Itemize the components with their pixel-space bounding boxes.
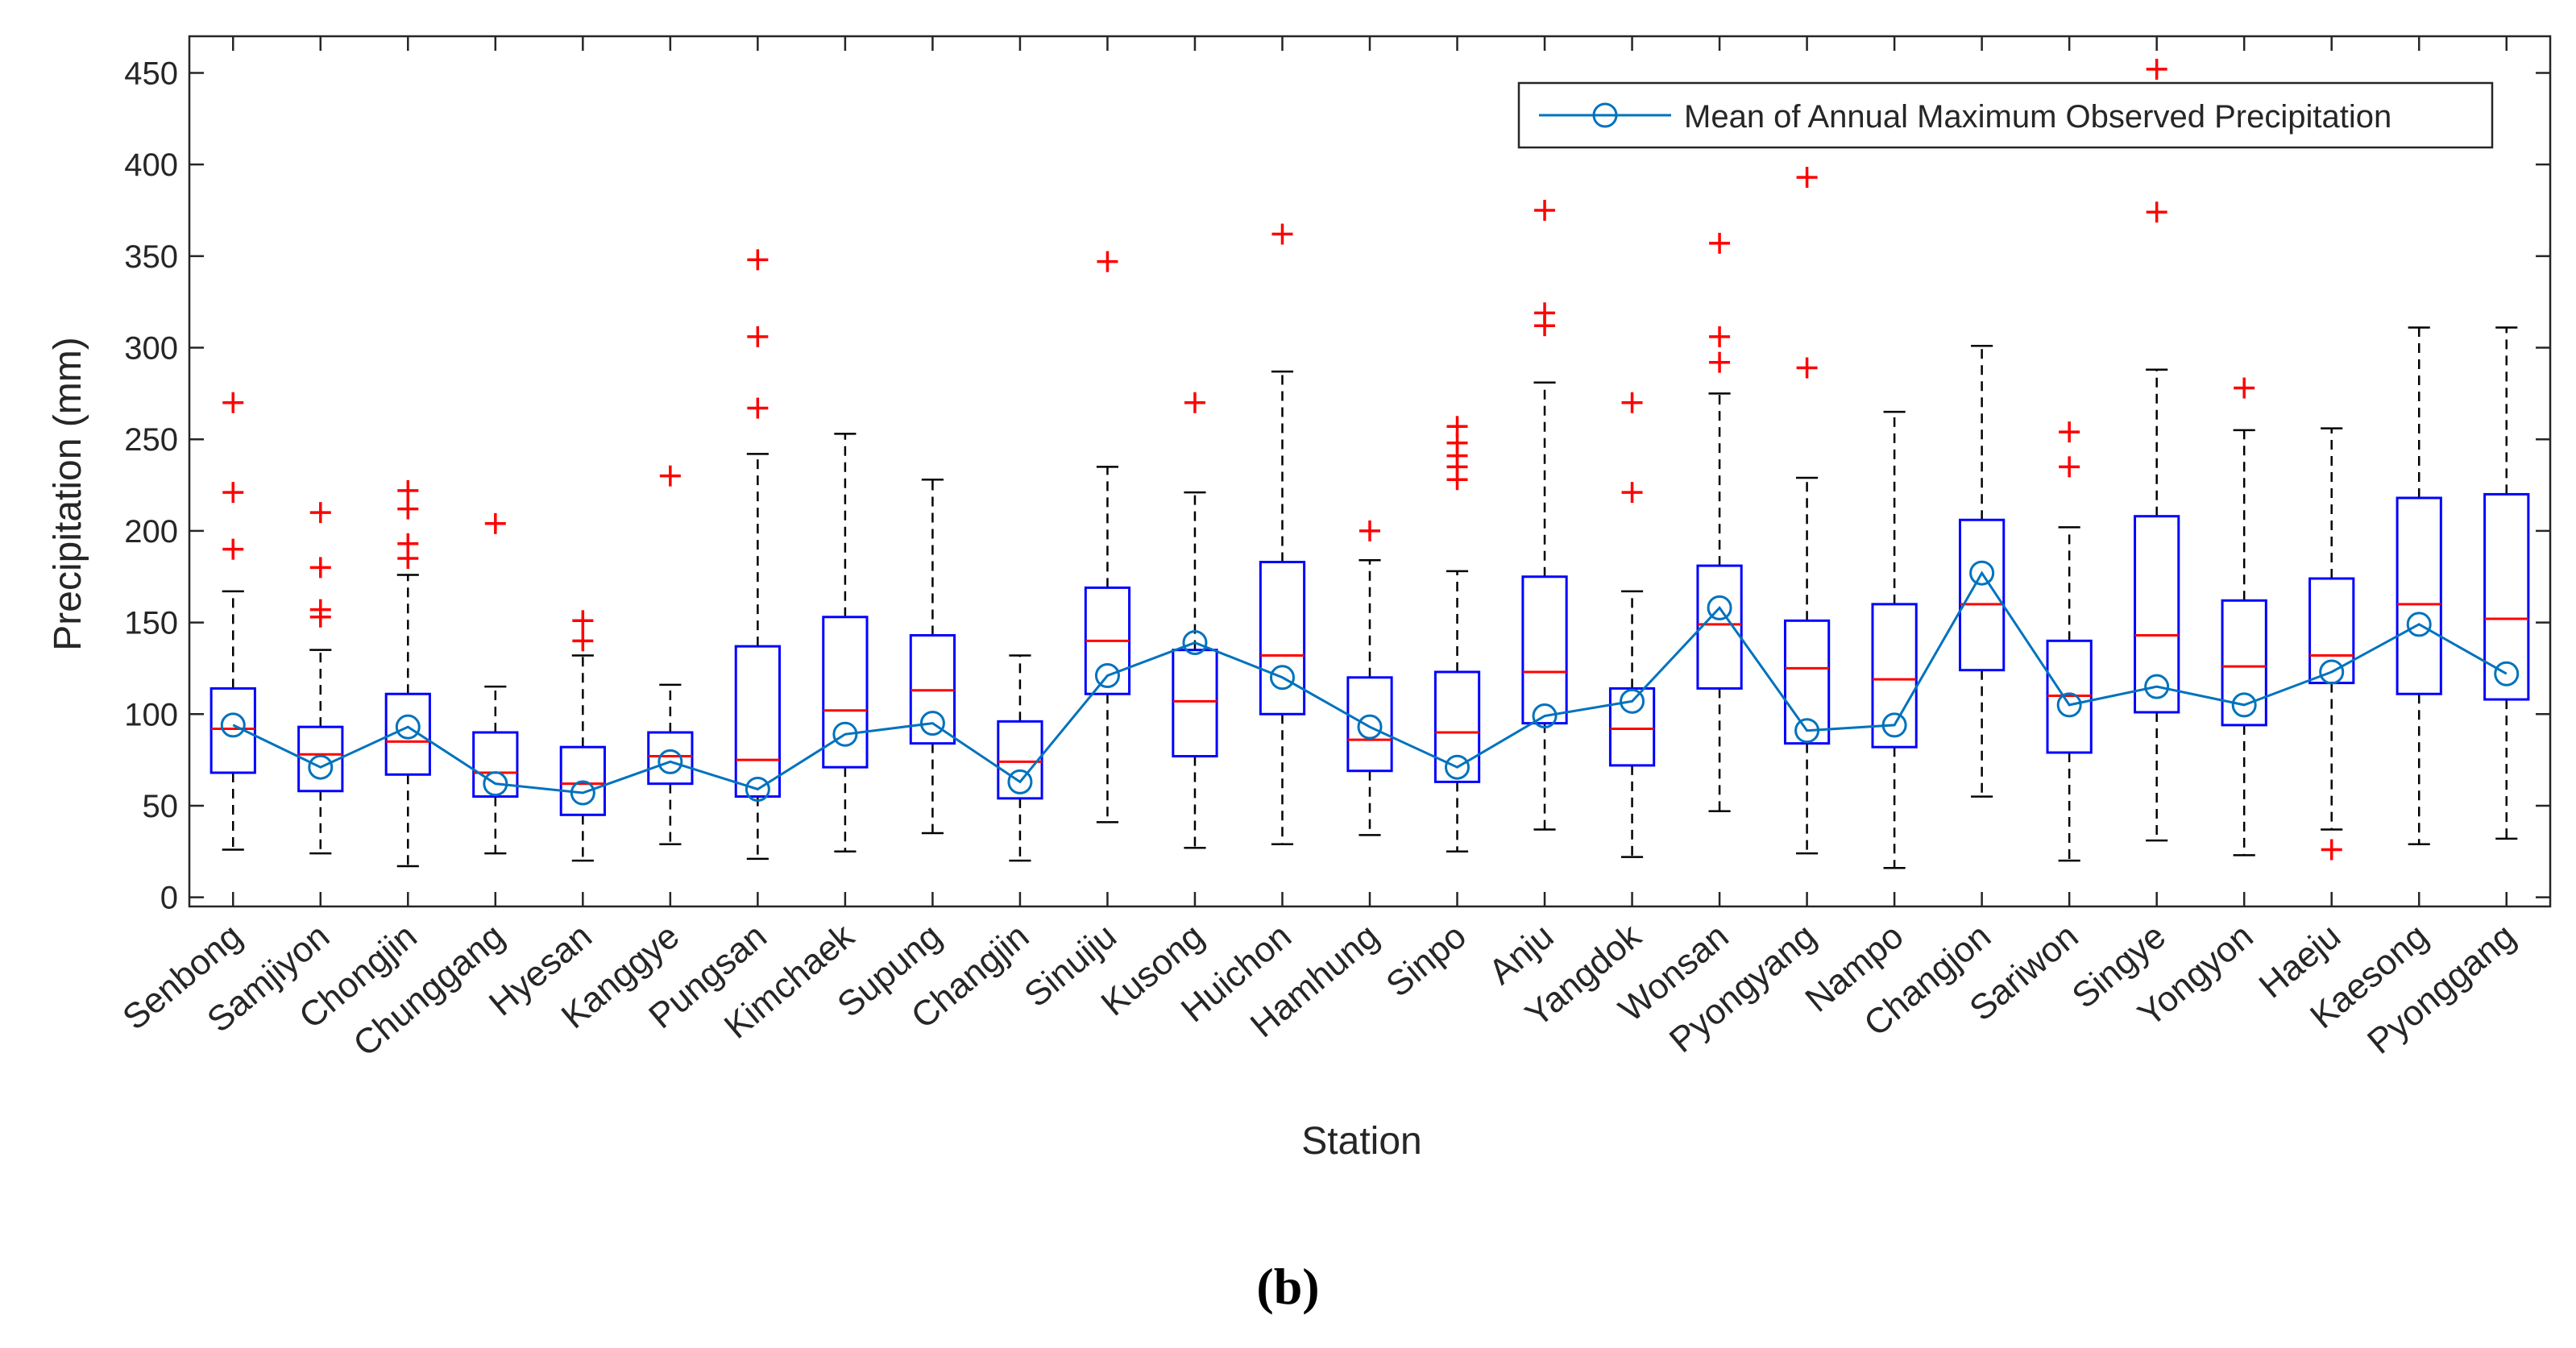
mean-marker xyxy=(2319,659,2345,685)
box-iqr xyxy=(2396,496,2442,695)
mean-marker xyxy=(919,711,945,736)
box-iqr xyxy=(1346,676,1393,773)
x-tick-label: Sinpo xyxy=(1379,916,1474,1005)
mean-marker xyxy=(1182,630,1208,656)
box-iqr xyxy=(384,692,431,776)
mean-marker xyxy=(2056,692,2082,718)
mean-marker xyxy=(745,776,770,802)
mean-marker xyxy=(1269,665,1295,691)
box-iqr xyxy=(2134,515,2180,714)
box-iqr xyxy=(734,645,781,798)
y-tick-label: 450 xyxy=(124,56,178,91)
box-iqr xyxy=(1696,564,1743,690)
box-iqr xyxy=(1259,561,1306,715)
mean-marker xyxy=(220,712,246,738)
mean-marker xyxy=(1007,769,1033,794)
y-tick-label: 200 xyxy=(124,514,178,550)
mean-marker xyxy=(1094,663,1120,689)
y-tick-label: 250 xyxy=(124,422,178,458)
box-iqr xyxy=(1172,649,1218,758)
mean-marker xyxy=(2406,612,2432,637)
mean-marker xyxy=(1532,703,1558,729)
box-iqr xyxy=(297,725,344,793)
mean-marker xyxy=(395,714,421,740)
mean-marker xyxy=(2231,692,2257,718)
x-axis-label: Station xyxy=(1301,1120,1421,1163)
box-iqr xyxy=(1608,686,1656,767)
box-iqr xyxy=(472,731,519,798)
mean-marker xyxy=(657,749,683,774)
box-iqr xyxy=(822,616,869,769)
mean-marker xyxy=(1445,754,1471,780)
y-tick-label: 400 xyxy=(124,147,178,183)
y-tick-label: 50 xyxy=(143,789,179,824)
y-tick-label: 350 xyxy=(124,239,178,275)
box-iqr xyxy=(1871,603,1918,749)
legend-marker-sample xyxy=(1592,102,1618,128)
box-iqr xyxy=(2483,492,2530,701)
box-iqr xyxy=(1521,575,1568,725)
box-iqr xyxy=(1959,518,2006,672)
mean-marker xyxy=(1620,688,1645,714)
box-iqr xyxy=(1783,619,1831,745)
box-iqr xyxy=(647,731,694,786)
y-tick-label: 0 xyxy=(160,881,178,916)
box-iqr xyxy=(209,686,256,774)
box-iqr xyxy=(559,745,606,816)
mean-marker xyxy=(2144,674,2170,699)
legend-label: Mean of Annual Maximum Observed Precipit… xyxy=(1684,99,2391,135)
y-tick-label: 150 xyxy=(124,606,178,641)
y-tick-label: 100 xyxy=(124,697,178,732)
mean-marker xyxy=(1881,712,1907,738)
y-tick-label: 300 xyxy=(124,331,178,367)
box-iqr xyxy=(1433,670,1481,783)
mean-marker xyxy=(1357,714,1383,740)
mean-marker xyxy=(832,721,858,747)
mean-marker xyxy=(483,771,508,797)
box-iqr xyxy=(2308,577,2355,685)
legend: Mean of Annual Maximum Observed Precipit… xyxy=(1517,81,2494,149)
mean-series-line xyxy=(232,570,2508,794)
mean-marker xyxy=(1969,560,1995,586)
figure-caption: (b) xyxy=(1256,1258,1320,1315)
box-iqr xyxy=(997,720,1043,800)
y-axis-label: Precipitation (mm) xyxy=(47,337,89,650)
mean-marker xyxy=(570,780,595,806)
mean-marker xyxy=(308,754,334,780)
mean-marker xyxy=(2494,661,2520,686)
legend-box xyxy=(1517,81,2494,149)
mean-marker xyxy=(1707,595,1732,620)
box-iqr xyxy=(2221,599,2267,727)
mean-marker xyxy=(1794,718,1820,744)
